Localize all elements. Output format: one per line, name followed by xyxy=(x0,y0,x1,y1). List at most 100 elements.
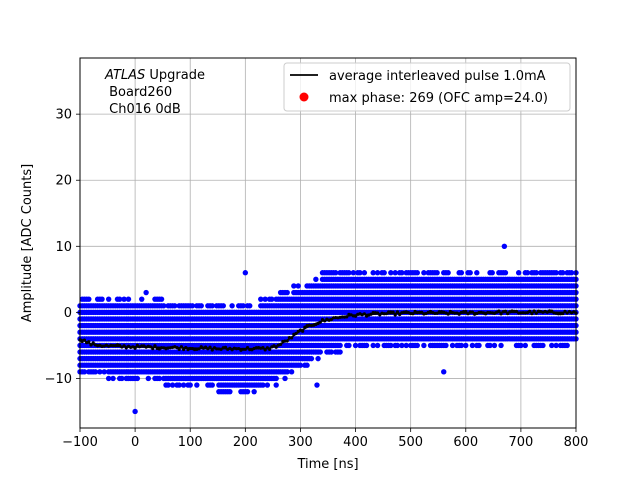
average-line-point xyxy=(133,346,137,350)
scatter-point xyxy=(269,296,275,302)
scatter-point xyxy=(198,303,204,309)
scatter-point xyxy=(139,296,145,302)
average-line-point xyxy=(503,309,508,313)
average-line-point xyxy=(437,310,441,314)
x-tick-label: 500 xyxy=(398,435,423,450)
x-tick-label: 200 xyxy=(233,435,258,450)
scatter-point xyxy=(119,375,125,382)
average-line-point xyxy=(87,340,91,344)
scatter-point xyxy=(264,382,271,388)
scatter-point xyxy=(315,355,321,362)
average-line-point xyxy=(285,339,289,343)
legend-label-average: average interleaved pulse 1.0mA xyxy=(329,69,546,84)
average-line-point xyxy=(532,309,536,313)
average-line-point xyxy=(345,315,349,319)
scatter-point xyxy=(176,382,182,388)
average-line-point xyxy=(122,344,126,348)
scatter-point xyxy=(328,349,335,355)
average-line-point xyxy=(329,317,333,322)
scatter-point xyxy=(125,296,132,302)
scatter-point xyxy=(524,270,531,276)
scatter-point xyxy=(489,270,495,276)
average-line-point xyxy=(182,347,186,352)
average-line-point xyxy=(294,331,298,336)
scatter-point xyxy=(295,283,301,289)
y-tick-label: 30 xyxy=(55,108,72,123)
scatter-point xyxy=(209,382,215,388)
scatter-point xyxy=(116,296,123,302)
average-line-point xyxy=(184,346,188,350)
average-line-point xyxy=(376,311,380,315)
legend-label-max-phase: max phase: 269 (OFC amp=24.0) xyxy=(329,91,548,106)
x-tick-label: 700 xyxy=(508,435,533,450)
scatter-point xyxy=(99,296,105,302)
scatter-point xyxy=(209,303,215,309)
average-line-point xyxy=(177,347,181,352)
scatter-point xyxy=(381,270,387,276)
scatter-point xyxy=(515,270,522,276)
scatter-point xyxy=(463,342,469,349)
scatter-point xyxy=(244,388,251,395)
average-line-point xyxy=(301,329,305,333)
scatter-point xyxy=(284,289,290,296)
scatter-point xyxy=(258,296,264,302)
scatter-point xyxy=(297,362,304,368)
average-line-point xyxy=(387,310,391,314)
x-tick-label: 400 xyxy=(343,435,368,450)
scatter-point xyxy=(134,375,141,382)
scatter-point xyxy=(357,270,363,276)
average-line-point xyxy=(461,310,466,314)
scatter-point xyxy=(564,342,570,349)
scatter-point xyxy=(487,342,493,349)
average-line-point xyxy=(153,344,157,348)
average-line-point xyxy=(283,339,287,343)
scatter-point xyxy=(458,270,465,276)
scatter-point xyxy=(337,349,343,355)
scatter-point xyxy=(187,382,193,388)
average-line-point xyxy=(378,313,382,317)
scatter-point xyxy=(553,270,559,276)
scatter-point-outlier xyxy=(132,408,138,415)
scatter-point xyxy=(156,375,163,382)
scatter-point xyxy=(346,342,352,349)
average-line-point xyxy=(279,342,283,346)
y-tick-label: 10 xyxy=(55,240,72,255)
average-line-point xyxy=(148,345,153,349)
scatter-point xyxy=(313,276,319,283)
scatter-point xyxy=(260,382,266,388)
average-line-point xyxy=(323,319,327,323)
average-line-point xyxy=(241,347,245,351)
average-line-point xyxy=(556,312,560,316)
annotation-upgrade: Upgrade xyxy=(145,68,205,83)
scatter-point xyxy=(350,270,357,276)
scatter-point-outlier xyxy=(242,270,249,276)
scatter-point xyxy=(172,303,178,309)
annotation-line-1: ATLAS Upgrade xyxy=(104,68,205,83)
average-line-point xyxy=(393,313,397,317)
y-tick-label: 0 xyxy=(64,306,72,321)
average-line-point xyxy=(223,345,228,349)
scatter-point xyxy=(291,283,297,289)
average-line-point xyxy=(411,312,415,316)
y-axis-label: Amplitude [ADC Counts] xyxy=(20,164,35,322)
average-line-point xyxy=(237,346,241,351)
scatter-point xyxy=(498,342,504,349)
scatter-point xyxy=(227,388,233,395)
scatter-point xyxy=(220,303,226,309)
scatter-point xyxy=(81,369,88,375)
scatter-point xyxy=(518,342,524,349)
scatter-point xyxy=(399,342,405,349)
scatter-point xyxy=(388,270,394,276)
scatter-point xyxy=(169,382,176,388)
scatter-point xyxy=(370,342,376,349)
average-line-point xyxy=(391,310,395,314)
scatter-point xyxy=(92,369,99,375)
average-line-point xyxy=(82,338,87,342)
scatter-point xyxy=(240,303,246,309)
scatter-point xyxy=(476,342,482,349)
scatter-point xyxy=(105,296,112,302)
scatter-point xyxy=(399,270,405,276)
scatter-point xyxy=(145,375,152,382)
